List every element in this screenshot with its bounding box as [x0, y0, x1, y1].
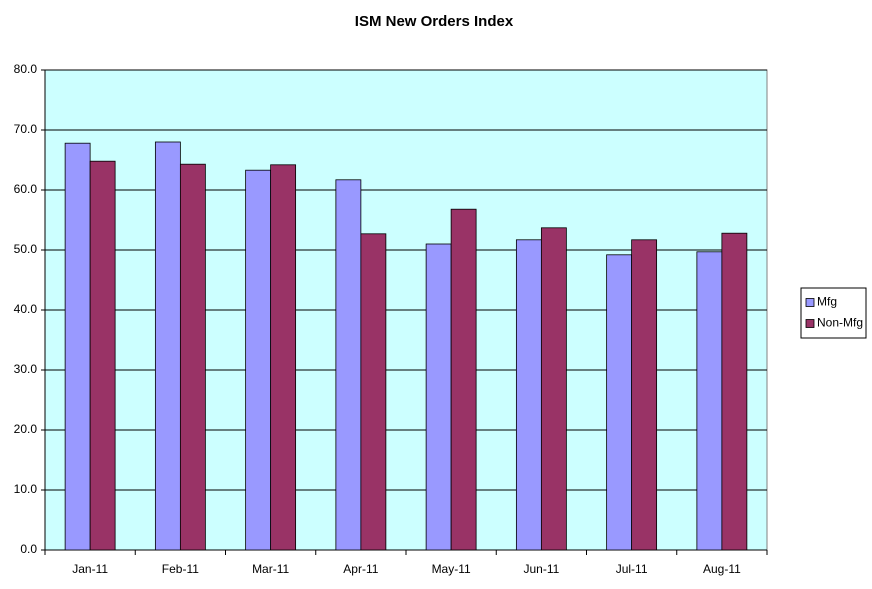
y-tick-label: 20.0: [14, 422, 38, 436]
bar: [270, 164, 297, 551]
bar: [179, 163, 206, 551]
x-tick-label: Jan-11: [72, 562, 108, 576]
x-tick-label: Feb-11: [162, 562, 199, 576]
y-tick-label: 40.0: [14, 302, 38, 316]
bar: [606, 254, 633, 551]
y-tick-label: 60.0: [14, 182, 38, 196]
y-tick-label: 80.0: [14, 62, 38, 76]
bar: [631, 239, 658, 551]
bar: [64, 142, 91, 551]
bar: [425, 243, 452, 551]
legend-swatch: [805, 298, 815, 307]
bar: [515, 239, 542, 551]
legend-box: [800, 287, 867, 339]
bar: [335, 179, 362, 551]
bar: [360, 233, 387, 551]
x-tick-label: Mar-11: [252, 562, 289, 576]
legend-label: Mfg: [817, 295, 837, 309]
bar: [696, 251, 723, 551]
bar: [89, 160, 116, 551]
bar: [540, 227, 567, 551]
bar: [721, 232, 748, 551]
chart-title: ISM New Orders Index: [355, 13, 514, 30]
x-tick-label: Apr-11: [343, 562, 378, 576]
bar: [154, 141, 181, 551]
bar: [245, 169, 272, 551]
x-tick-label: Aug-11: [703, 562, 741, 576]
y-tick-label: 50.0: [14, 242, 38, 256]
y-tick-label: 10.0: [14, 482, 38, 496]
bar: [450, 208, 477, 551]
x-tick-label: May-11: [432, 562, 471, 576]
x-tick-label: Jun-11: [523, 562, 559, 576]
y-tick-label: 70.0: [14, 122, 38, 136]
legend-label: Non-Mfg: [817, 316, 863, 330]
y-tick-label: 0.0: [20, 542, 37, 556]
y-tick-label: 30.0: [14, 362, 38, 376]
x-tick-label: Jul-11: [616, 562, 648, 576]
legend-swatch: [805, 319, 815, 328]
